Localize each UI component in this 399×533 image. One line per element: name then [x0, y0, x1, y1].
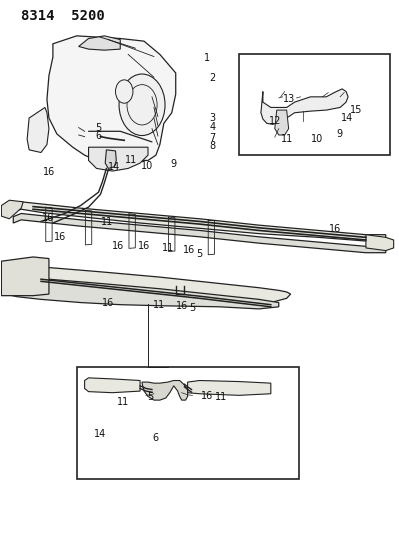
Text: 7: 7 — [209, 133, 216, 143]
Polygon shape — [261, 89, 348, 124]
Text: 11: 11 — [117, 397, 130, 407]
Text: 11: 11 — [162, 244, 174, 254]
Text: 11: 11 — [125, 156, 138, 165]
Text: 1: 1 — [204, 53, 211, 62]
Text: 16: 16 — [329, 224, 341, 234]
Text: 6: 6 — [152, 433, 158, 443]
Text: 16: 16 — [138, 241, 150, 252]
Text: 5: 5 — [95, 123, 102, 133]
Text: 14: 14 — [93, 429, 106, 439]
Text: 2: 2 — [209, 72, 215, 83]
Text: 14: 14 — [341, 113, 353, 123]
Text: 8314  5200: 8314 5200 — [21, 9, 105, 23]
Polygon shape — [79, 36, 120, 50]
Text: 16: 16 — [112, 241, 124, 251]
Text: 10: 10 — [141, 161, 153, 171]
Text: 16: 16 — [183, 245, 195, 255]
Polygon shape — [47, 36, 176, 163]
Text: 11: 11 — [101, 217, 114, 228]
Bar — [77, 367, 298, 479]
Text: 5: 5 — [190, 303, 196, 313]
Text: 14: 14 — [108, 163, 120, 172]
Text: 10: 10 — [312, 134, 324, 144]
Text: 4: 4 — [209, 122, 215, 132]
Polygon shape — [13, 214, 386, 253]
Text: 16: 16 — [176, 301, 188, 311]
Circle shape — [115, 80, 133, 103]
Text: 16: 16 — [102, 297, 115, 308]
Text: 8: 8 — [209, 141, 215, 151]
Polygon shape — [85, 378, 140, 393]
Text: 15: 15 — [350, 105, 362, 115]
Text: 11: 11 — [153, 300, 165, 310]
Polygon shape — [188, 381, 271, 395]
Polygon shape — [366, 235, 394, 251]
Text: 11: 11 — [215, 392, 227, 402]
Polygon shape — [5, 266, 290, 304]
Polygon shape — [5, 278, 279, 309]
Text: 6: 6 — [95, 131, 101, 141]
Text: 9: 9 — [171, 159, 177, 168]
Polygon shape — [105, 150, 116, 168]
Text: 13: 13 — [282, 94, 295, 104]
Polygon shape — [1, 257, 49, 296]
Text: 16: 16 — [54, 232, 66, 242]
Text: 16: 16 — [43, 167, 55, 176]
Polygon shape — [1, 200, 23, 219]
Text: 5: 5 — [196, 249, 203, 259]
Polygon shape — [275, 110, 288, 135]
Polygon shape — [13, 202, 386, 241]
Text: 11: 11 — [281, 134, 294, 144]
Text: 9: 9 — [336, 130, 342, 140]
Text: 16: 16 — [42, 213, 54, 223]
Polygon shape — [27, 108, 49, 152]
Text: 5: 5 — [147, 392, 153, 402]
Circle shape — [119, 74, 165, 135]
Text: 16: 16 — [201, 391, 213, 401]
Polygon shape — [142, 381, 188, 400]
Polygon shape — [89, 147, 148, 171]
Bar — [239, 54, 390, 155]
Text: 3: 3 — [209, 112, 215, 123]
Text: 12: 12 — [269, 116, 281, 126]
